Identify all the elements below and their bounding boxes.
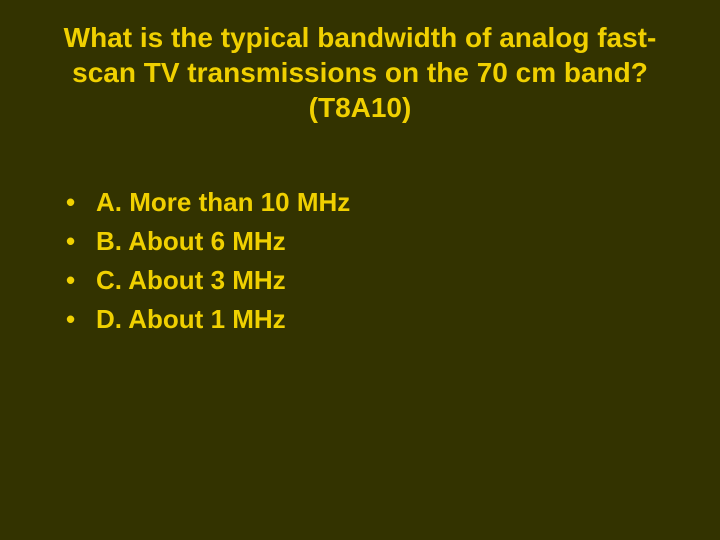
list-item: • B. About 6 MHz <box>66 224 670 259</box>
answer-option-a: A. More than 10 MHz <box>96 185 350 220</box>
bullet-icon: • <box>66 185 96 220</box>
answer-option-c: C. About 3 MHz <box>96 263 286 298</box>
bullet-icon: • <box>66 224 96 259</box>
list-item: • C. About 3 MHz <box>66 263 670 298</box>
answer-list: • A. More than 10 MHz • B. About 6 MHz •… <box>66 185 670 337</box>
question-title: What is the typical bandwidth of analog … <box>58 20 662 125</box>
answer-option-d: D. About 1 MHz <box>96 302 286 337</box>
list-item: • A. More than 10 MHz <box>66 185 670 220</box>
bullet-icon: • <box>66 263 96 298</box>
answer-option-b: B. About 6 MHz <box>96 224 286 259</box>
bullet-icon: • <box>66 302 96 337</box>
list-item: • D. About 1 MHz <box>66 302 670 337</box>
slide: What is the typical bandwidth of analog … <box>0 0 720 540</box>
